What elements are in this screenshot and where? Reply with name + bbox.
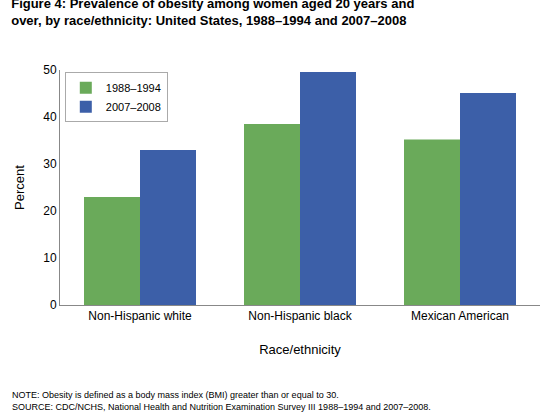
svg-text:40: 40 [43, 110, 57, 124]
svg-text:Percent: Percent [12, 165, 27, 210]
svg-text:Figure 4: Prevalence of obesit: Figure 4: Prevalence of obesity among wo… [11, 0, 414, 28]
svg-text:2007–2008: 2007–2008 [106, 101, 161, 113]
svg-text:0: 0 [50, 298, 57, 312]
svg-text:Non-Hispanic white: Non-Hispanic white [88, 309, 192, 323]
svg-text:20: 20 [43, 204, 57, 218]
svg-text:Race/ethnicity: Race/ethnicity [259, 342, 341, 357]
svg-text:30: 30 [43, 157, 57, 171]
svg-text:NOTE: Obesity is defined as a: NOTE: Obesity is defined as a body mass … [12, 390, 431, 412]
svg-text:Non-Hispanic black: Non-Hispanic black [248, 309, 352, 323]
svg-text:1988–1994: 1988–1994 [106, 82, 161, 94]
svg-text:10: 10 [43, 251, 57, 265]
svg-text:50: 50 [43, 63, 57, 77]
svg-text:Mexican American: Mexican American [411, 309, 509, 323]
